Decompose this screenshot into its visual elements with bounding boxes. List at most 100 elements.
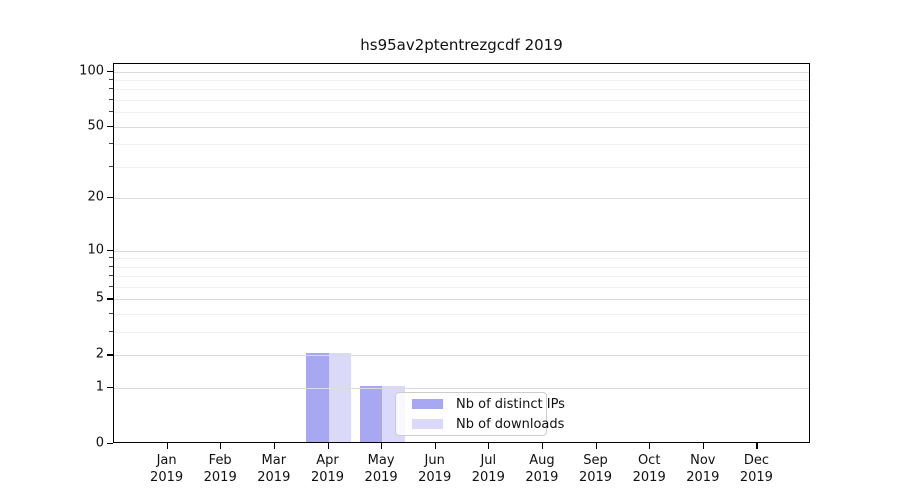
x-tick-month: Sep (583, 453, 608, 468)
y-minor-tick-mark (109, 111, 113, 113)
x-tick-label: May 2019 (346, 452, 416, 486)
y-major-gridline (114, 198, 809, 200)
legend-swatch (412, 419, 443, 429)
x-tick-year: 2019 (578, 470, 613, 485)
y-minor-gridline (114, 287, 809, 288)
x-tick-year: 2019 (471, 470, 505, 485)
y-minor-tick-mark (109, 313, 113, 315)
x-tick-mark (488, 443, 490, 449)
x-tick-mark (649, 443, 651, 449)
x-tick-label: Oct 2019 (614, 452, 684, 486)
y-tick-mark (107, 70, 113, 72)
x-tick-year: 2019 (257, 470, 291, 485)
x-tick-label: Jul 2019 (453, 452, 523, 486)
x-tick-label: Nov 2019 (668, 452, 738, 486)
y-tick-mark (107, 197, 113, 199)
y-major-gridline (114, 71, 809, 73)
x-tick-month: Jul (480, 453, 497, 468)
gridlines (114, 64, 809, 442)
y-minor-tick-mark (109, 286, 113, 287)
x-tick-label: Sep 2019 (561, 452, 631, 486)
legend-label: Nb of downloads (456, 416, 565, 432)
legend-row: Nb of distinct IPs (412, 394, 565, 414)
x-tick-year: 2019 (203, 470, 237, 485)
x-tick-label: Apr 2019 (293, 452, 363, 486)
bar-ips-may (359, 386, 383, 442)
y-minor-tick-mark (109, 79, 113, 80)
bars-layer (114, 64, 809, 442)
y-tick-label: 50 (87, 118, 104, 134)
x-tick-mark (595, 443, 597, 449)
y-major-gridline (114, 388, 809, 390)
y-minor-tick-mark (109, 275, 113, 277)
y-tick-mark (107, 125, 113, 127)
x-tick-year: 2019 (364, 470, 398, 485)
y-tick-mark (107, 249, 113, 251)
y-tick-label: 10 (87, 242, 104, 257)
x-tick-mark (166, 443, 168, 449)
x-tick-mark (541, 443, 544, 449)
x-tick-month: Feb (208, 453, 232, 468)
x-tick-month: Oct (637, 453, 661, 468)
y-minor-tick-mark (109, 331, 113, 333)
y-minor-gridline (114, 112, 809, 114)
legend-row: Nb of downloads (412, 414, 564, 434)
x-tick-label: Feb 2019 (185, 452, 255, 486)
x-tick-month: Dec (743, 453, 769, 468)
x-tick-mark (756, 443, 758, 449)
y-minor-gridline (114, 144, 809, 146)
y-minor-gridline (114, 100, 809, 102)
y-tick-mark (107, 387, 113, 389)
x-tick-month: Mar (261, 453, 287, 468)
x-tick-label: Jun 2019 (400, 452, 470, 486)
x-tick-month: Jun (424, 453, 445, 468)
y-tick-label: 0 (95, 435, 104, 451)
x-tick-mark (327, 443, 329, 449)
x-tick-year: 2019 (525, 470, 559, 485)
legend-swatch (412, 399, 443, 409)
y-minor-gridline (114, 258, 809, 260)
bar-downloads-apr (328, 353, 351, 442)
x-tick-month: May (367, 453, 395, 468)
y-major-gridline (114, 355, 809, 357)
y-minor-gridline (114, 276, 809, 278)
y-tick-label: 2 (95, 346, 104, 362)
x-tick-year: 2019 (686, 470, 720, 485)
x-tick-year: 2019 (632, 470, 666, 485)
x-tick-mark (220, 443, 222, 449)
x-tick-mark (702, 443, 704, 449)
chart-title: hs95av2ptentrezgcdf 2019 (360, 36, 563, 54)
y-minor-tick-mark (109, 265, 113, 267)
x-tick-year: 2019 (150, 470, 184, 485)
x-tick-year: 2019 (310, 470, 345, 485)
legend-label: Nb of distinct IPs (456, 396, 565, 412)
y-minor-gridline (114, 80, 809, 81)
plot-area (113, 63, 810, 443)
x-tick-mark (381, 443, 383, 449)
y-major-gridline (114, 299, 809, 301)
y-minor-gridline (114, 89, 809, 91)
y-minor-tick-mark (109, 257, 113, 259)
y-tick-mark (107, 354, 113, 356)
y-minor-tick-mark (109, 88, 113, 90)
x-tick-label: Aug 2019 (507, 452, 577, 486)
y-minor-tick-mark (109, 165, 113, 167)
y-tick-mark (107, 298, 113, 300)
y-tick-label: 20 (87, 189, 104, 205)
y-tick-label: 100 (79, 63, 104, 79)
x-tick-month: Apr (316, 453, 339, 468)
x-tick-label: Dec 2019 (721, 452, 791, 486)
x-tick-label: Jan 2019 (132, 452, 202, 486)
x-tick-month: Aug (529, 453, 555, 468)
x-tick-year: 2019 (418, 470, 452, 485)
y-minor-gridline (114, 266, 809, 268)
x-tick-month: Jan (156, 453, 177, 468)
y-minor-gridline (114, 314, 809, 316)
y-minor-tick-mark (109, 143, 113, 145)
y-major-gridline (114, 250, 809, 252)
y-minor-gridline (114, 332, 809, 334)
y-major-gridline (114, 126, 809, 128)
y-minor-gridline (114, 166, 809, 168)
x-tick-label: Mar 2019 (239, 452, 309, 486)
